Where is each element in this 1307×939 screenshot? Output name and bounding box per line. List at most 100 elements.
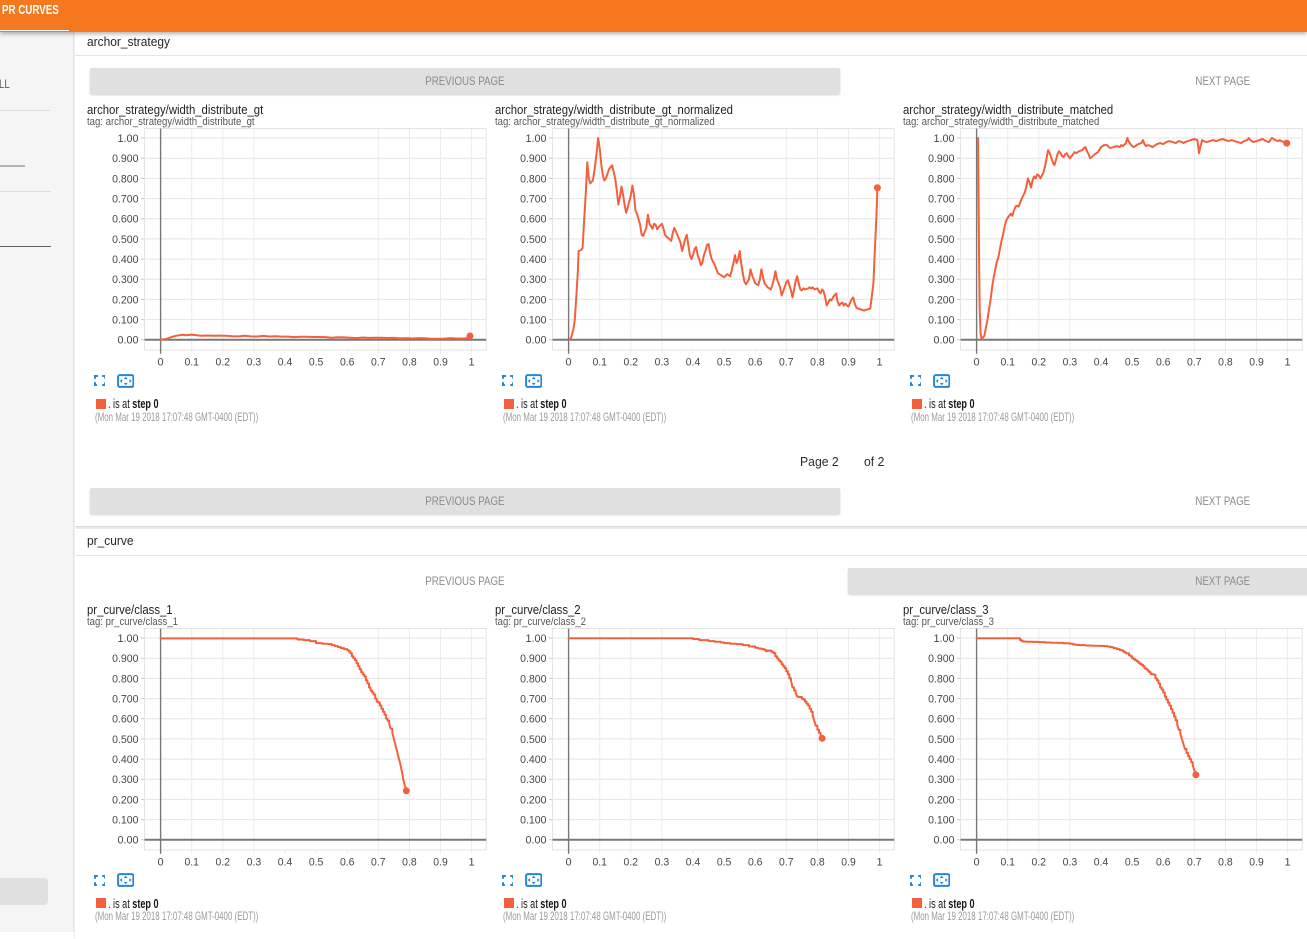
svg-text:0.4: 0.4 — [686, 357, 701, 369]
svg-text:0.4: 0.4 — [1094, 856, 1109, 868]
svg-text:0.1: 0.1 — [592, 357, 607, 369]
svg-text:0.4: 0.4 — [278, 357, 293, 369]
svg-text:0.700: 0.700 — [520, 693, 546, 705]
svg-text:0.800: 0.800 — [112, 673, 138, 685]
svg-text:0.200: 0.200 — [928, 794, 954, 806]
svg-text:0.900: 0.900 — [112, 653, 138, 665]
svg-text:0: 0 — [158, 357, 164, 369]
svg-text:0.900: 0.900 — [112, 153, 138, 165]
svg-text:0.7: 0.7 — [779, 856, 794, 868]
svg-text:0.1: 0.1 — [184, 357, 199, 369]
svg-text:0.00: 0.00 — [526, 335, 547, 347]
svg-text:0.8: 0.8 — [402, 856, 417, 868]
svg-text:0.8: 0.8 — [402, 357, 417, 369]
svg-text:0.9: 0.9 — [433, 357, 448, 369]
svg-text:0.00: 0.00 — [934, 834, 955, 846]
svg-text:0.100: 0.100 — [520, 315, 546, 327]
svg-text:0.100: 0.100 — [112, 315, 138, 327]
svg-text:0.100: 0.100 — [520, 814, 546, 826]
svg-text:0.3: 0.3 — [655, 856, 670, 868]
svg-text:0.700: 0.700 — [928, 693, 954, 705]
svg-text:0.00: 0.00 — [118, 335, 139, 347]
svg-text:1: 1 — [877, 856, 883, 868]
svg-text:0.600: 0.600 — [520, 214, 546, 226]
svg-text:0.300: 0.300 — [520, 774, 546, 786]
svg-text:1.00: 1.00 — [526, 632, 547, 644]
svg-text:0.400: 0.400 — [520, 754, 546, 766]
svg-text:0.700: 0.700 — [112, 194, 138, 206]
svg-text:0.300: 0.300 — [520, 274, 546, 286]
svg-text:0.9: 0.9 — [1249, 856, 1264, 868]
svg-text:0.800: 0.800 — [928, 173, 954, 185]
svg-text:1: 1 — [469, 856, 475, 868]
svg-text:0.500: 0.500 — [112, 234, 138, 246]
svg-text:0.5: 0.5 — [309, 856, 324, 868]
svg-text:0.500: 0.500 — [520, 733, 546, 745]
svg-text:0.9: 0.9 — [841, 856, 856, 868]
svg-text:0.6: 0.6 — [1156, 856, 1171, 868]
svg-text:0.600: 0.600 — [520, 713, 546, 725]
svg-text:0.500: 0.500 — [520, 234, 546, 246]
svg-text:0.900: 0.900 — [928, 653, 954, 665]
svg-text:0.5: 0.5 — [717, 357, 732, 369]
svg-text:0.4: 0.4 — [278, 856, 293, 868]
svg-text:0.8: 0.8 — [1218, 856, 1233, 868]
svg-text:0.1: 0.1 — [1000, 856, 1015, 868]
svg-text:0: 0 — [974, 856, 980, 868]
svg-text:0.4: 0.4 — [686, 856, 701, 868]
svg-text:0.7: 0.7 — [779, 357, 794, 369]
svg-text:0.900: 0.900 — [928, 153, 954, 165]
svg-text:0.200: 0.200 — [112, 294, 138, 306]
svg-text:0.7: 0.7 — [1187, 856, 1202, 868]
svg-text:0.500: 0.500 — [928, 733, 954, 745]
svg-text:1: 1 — [469, 357, 475, 369]
svg-text:0.5: 0.5 — [1125, 357, 1140, 369]
svg-text:0.8: 0.8 — [1218, 357, 1233, 369]
svg-text:0.3: 0.3 — [1063, 856, 1078, 868]
svg-text:0: 0 — [566, 856, 572, 868]
svg-text:0.2: 0.2 — [624, 357, 639, 369]
svg-text:0.1: 0.1 — [1000, 357, 1015, 369]
svg-text:1: 1 — [1285, 357, 1291, 369]
svg-text:0.200: 0.200 — [112, 794, 138, 806]
svg-text:0.8: 0.8 — [810, 357, 825, 369]
svg-text:0.400: 0.400 — [112, 754, 138, 766]
svg-text:0.700: 0.700 — [520, 194, 546, 206]
svg-text:0.00: 0.00 — [118, 834, 139, 846]
svg-text:0.200: 0.200 — [520, 794, 546, 806]
svg-text:0.3: 0.3 — [247, 856, 262, 868]
svg-text:0.1: 0.1 — [184, 856, 199, 868]
svg-text:0.7: 0.7 — [1187, 357, 1202, 369]
svg-text:0.3: 0.3 — [247, 357, 262, 369]
svg-text:0.2: 0.2 — [624, 856, 639, 868]
svg-text:0.9: 0.9 — [1249, 357, 1264, 369]
svg-text:1.00: 1.00 — [526, 133, 547, 145]
svg-text:0.00: 0.00 — [934, 335, 955, 347]
svg-text:0.900: 0.900 — [520, 653, 546, 665]
svg-text:1: 1 — [1285, 856, 1291, 868]
svg-text:0.600: 0.600 — [928, 214, 954, 226]
svg-text:0.9: 0.9 — [433, 856, 448, 868]
svg-text:0.100: 0.100 — [928, 814, 954, 826]
svg-text:0.5: 0.5 — [717, 856, 732, 868]
svg-text:0.700: 0.700 — [928, 194, 954, 206]
svg-text:0.300: 0.300 — [112, 274, 138, 286]
svg-text:0.800: 0.800 — [928, 673, 954, 685]
svg-text:0.5: 0.5 — [309, 357, 324, 369]
svg-text:0.400: 0.400 — [928, 754, 954, 766]
svg-text:0.8: 0.8 — [810, 856, 825, 868]
svg-text:0.800: 0.800 — [520, 673, 546, 685]
svg-text:0.300: 0.300 — [928, 274, 954, 286]
svg-text:1.00: 1.00 — [934, 133, 955, 145]
svg-text:0.7: 0.7 — [371, 856, 386, 868]
svg-text:0.700: 0.700 — [112, 693, 138, 705]
svg-text:0.200: 0.200 — [520, 294, 546, 306]
svg-text:0.6: 0.6 — [1156, 357, 1171, 369]
svg-text:0.4: 0.4 — [1094, 357, 1109, 369]
svg-text:0.00: 0.00 — [526, 834, 547, 846]
svg-text:0.600: 0.600 — [112, 713, 138, 725]
svg-text:0.5: 0.5 — [1125, 856, 1140, 868]
svg-text:0.900: 0.900 — [520, 153, 546, 165]
svg-text:0.9: 0.9 — [841, 357, 856, 369]
svg-text:0: 0 — [566, 357, 572, 369]
